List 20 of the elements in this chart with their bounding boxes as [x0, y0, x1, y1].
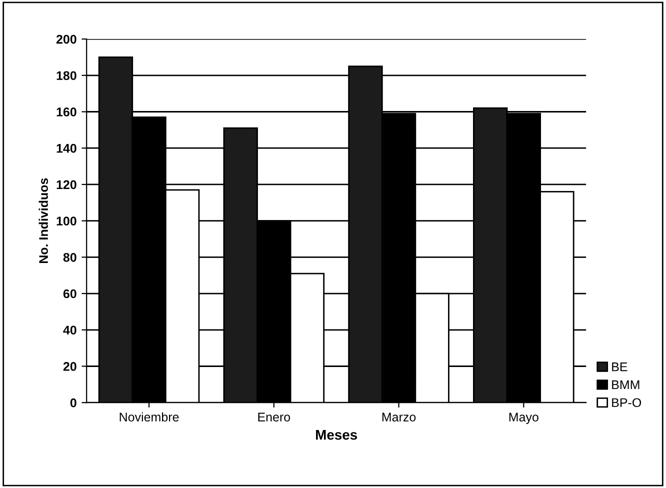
y-tick-label: 160	[56, 108, 76, 116]
x-tick-label: Enero	[258, 412, 290, 422]
x-tick-label: Mayo	[509, 412, 538, 424]
y-tick-label: 200	[56, 34, 76, 44]
legend-label: BMM	[612, 380, 640, 390]
y-tick-label: 60	[63, 289, 76, 298]
x-axis-title: Meses	[316, 430, 357, 440]
y-tick-label: 40	[63, 326, 76, 335]
x-tick-label: Marzo	[382, 412, 416, 422]
y-tick-label: 120	[56, 180, 76, 190]
y-tick-label: 100	[56, 216, 76, 226]
y-tick-label: 0	[70, 398, 76, 408]
legend-label: BE	[612, 362, 628, 372]
y-tick-label: 140	[56, 144, 76, 153]
x-tick-label: Noviembre	[120, 412, 179, 422]
y-axis-title: No. Individuos	[38, 178, 48, 264]
y-tick-label: 80	[63, 252, 76, 262]
y-tick-label: 20	[63, 362, 76, 371]
legend-label: BP-O	[612, 398, 642, 408]
y-tick-label: 180	[56, 71, 76, 80]
